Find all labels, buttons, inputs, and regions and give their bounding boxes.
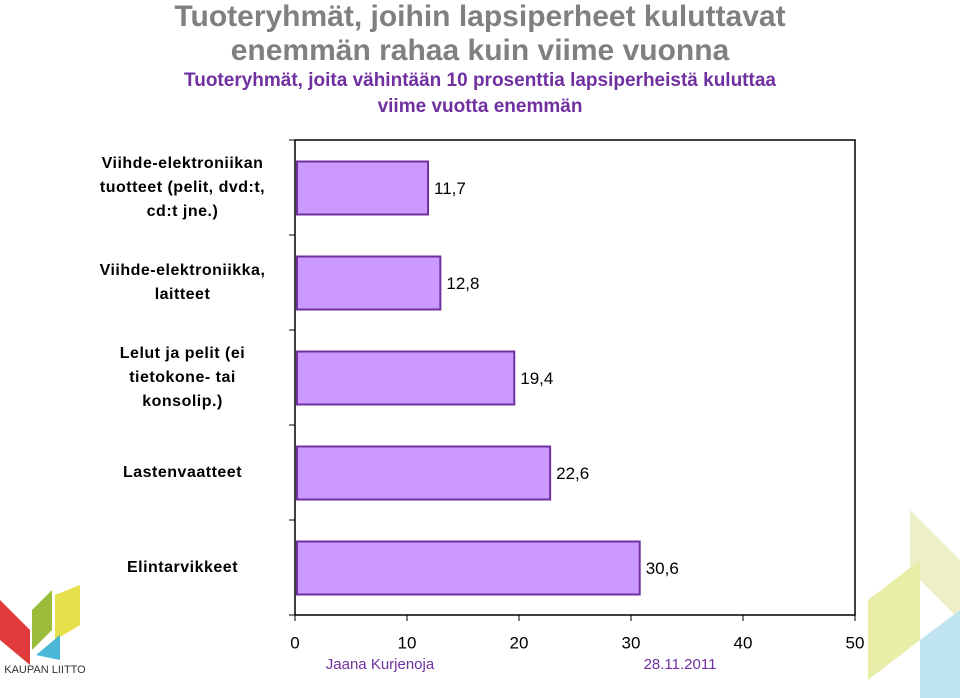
x-tick-label: 20 (510, 633, 529, 652)
chart-title: Tuoteryhmät, joihin lapsiperheet kulutta… (174, 0, 786, 67)
logo-text: KAUPAN LIITTO (4, 664, 86, 676)
x-tick-label: 50 (846, 633, 865, 652)
x-tick-label: 10 (398, 633, 417, 652)
logo-shape (0, 600, 30, 665)
bar (296, 445, 552, 501)
deco-shape (920, 610, 960, 698)
x-tick-label: 40 (734, 633, 753, 652)
logo-shape (55, 585, 80, 640)
y-tick-label: Lastenvaatteet (122, 463, 243, 481)
y-tick-label: Elintarvikkeet (126, 558, 239, 576)
value-label: 11,7 (434, 179, 466, 198)
y-tick-label: Viihde-elektroniikan tuotteet (pelit, dv… (99, 154, 266, 220)
y-tick-label: Lelut ja pelit (ei tietokone- tai konsol… (119, 344, 246, 410)
footer-date: 28.11.2011 (643, 656, 717, 673)
plot-frame (294, 139, 856, 616)
value-label: 19,4 (520, 369, 553, 388)
deco-shape (910, 510, 960, 620)
value-label: 22,6 (556, 464, 589, 483)
bar (296, 540, 641, 596)
logo-shape (36, 635, 60, 660)
x-tick-label: 30 (622, 633, 641, 652)
value-label: 30,6 (646, 559, 679, 578)
bar (296, 350, 516, 406)
logo-shape (32, 590, 52, 650)
x-tick-label: 0 (290, 633, 299, 652)
bar (296, 160, 430, 216)
y-tick-label: Viihde-elektroniikka, laitteet (99, 261, 266, 303)
value-label: 12,8 (446, 274, 479, 293)
footer-author: Jaana Kurjenoja (325, 656, 435, 673)
deco-shape (868, 560, 920, 680)
chart-subtitle: Tuoteryhmät, joita vähintään 10 prosentt… (184, 70, 776, 117)
bar (296, 255, 442, 311)
